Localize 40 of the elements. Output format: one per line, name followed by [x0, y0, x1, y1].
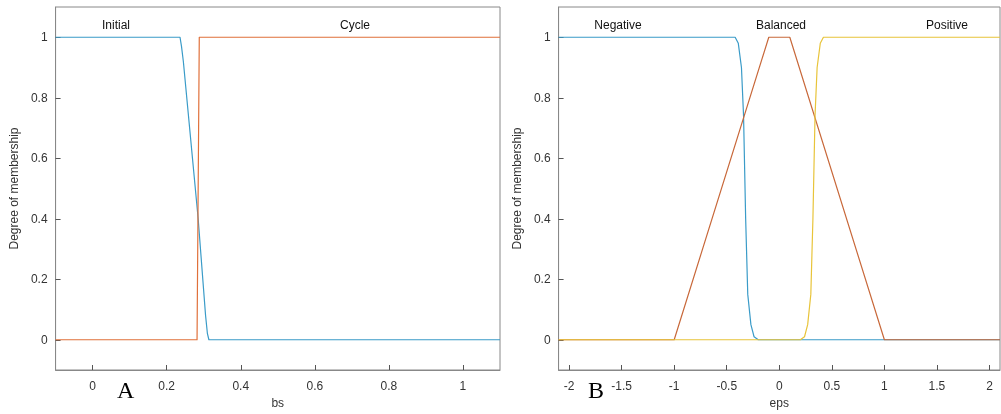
y-tick-label: 0.8 [30, 90, 48, 105]
annotation: Balanced [755, 18, 807, 32]
line-series [557, 36, 1001, 341]
y-tick-label: 0.6 [533, 151, 551, 166]
x-tick-label: 0 [89, 379, 97, 393]
x-tick-label: -2 [563, 379, 575, 393]
x-tick-label: -1 [668, 379, 680, 393]
x-tick-label: 0 [775, 379, 783, 393]
y-tick-label: 0.2 [533, 272, 551, 287]
annotation: Negative [594, 18, 642, 32]
x-tick-label: -1.5 [611, 379, 633, 393]
x-tick-label: 0.5 [823, 379, 841, 393]
x-axis-title: bs [271, 395, 285, 410]
annotation: Positive [925, 18, 969, 32]
y-tick-label: 0.2 [30, 272, 48, 287]
x-tick-label: 0.2 [158, 379, 176, 393]
y-axis-title: Degree of membership [7, 127, 21, 250]
annotation: Cycle [339, 18, 371, 32]
y-tick-label: 0.4 [533, 211, 551, 226]
x-tick-label: -0.5 [716, 379, 738, 393]
x-tick-label: 2 [986, 379, 994, 393]
annotation: Initial [101, 18, 131, 32]
x-tick-label: 0.4 [232, 379, 250, 393]
x-tick-label: 1 [459, 379, 467, 393]
y-axis-title: Degree of membership [510, 127, 524, 250]
x-axis-title: eps [769, 395, 789, 410]
y-tick-label: 1 [543, 30, 551, 45]
y-tick-label: 0.6 [30, 151, 48, 166]
x-tick-label: 0.8 [380, 379, 398, 393]
text: B [588, 377, 605, 403]
y-tick-label: 0 [543, 332, 551, 347]
y-tick-label: 0 [40, 332, 48, 347]
line-series [54, 36, 501, 341]
text: A [117, 377, 135, 403]
x-tick-label: 0.6 [306, 379, 324, 393]
x-tick-label: 1.5 [928, 379, 946, 393]
y-tick-label: 0.8 [533, 90, 551, 105]
y-tick-label: 1 [40, 30, 48, 45]
x-tick-label: 1 [881, 379, 889, 393]
y-tick-label: 0.4 [30, 211, 48, 226]
